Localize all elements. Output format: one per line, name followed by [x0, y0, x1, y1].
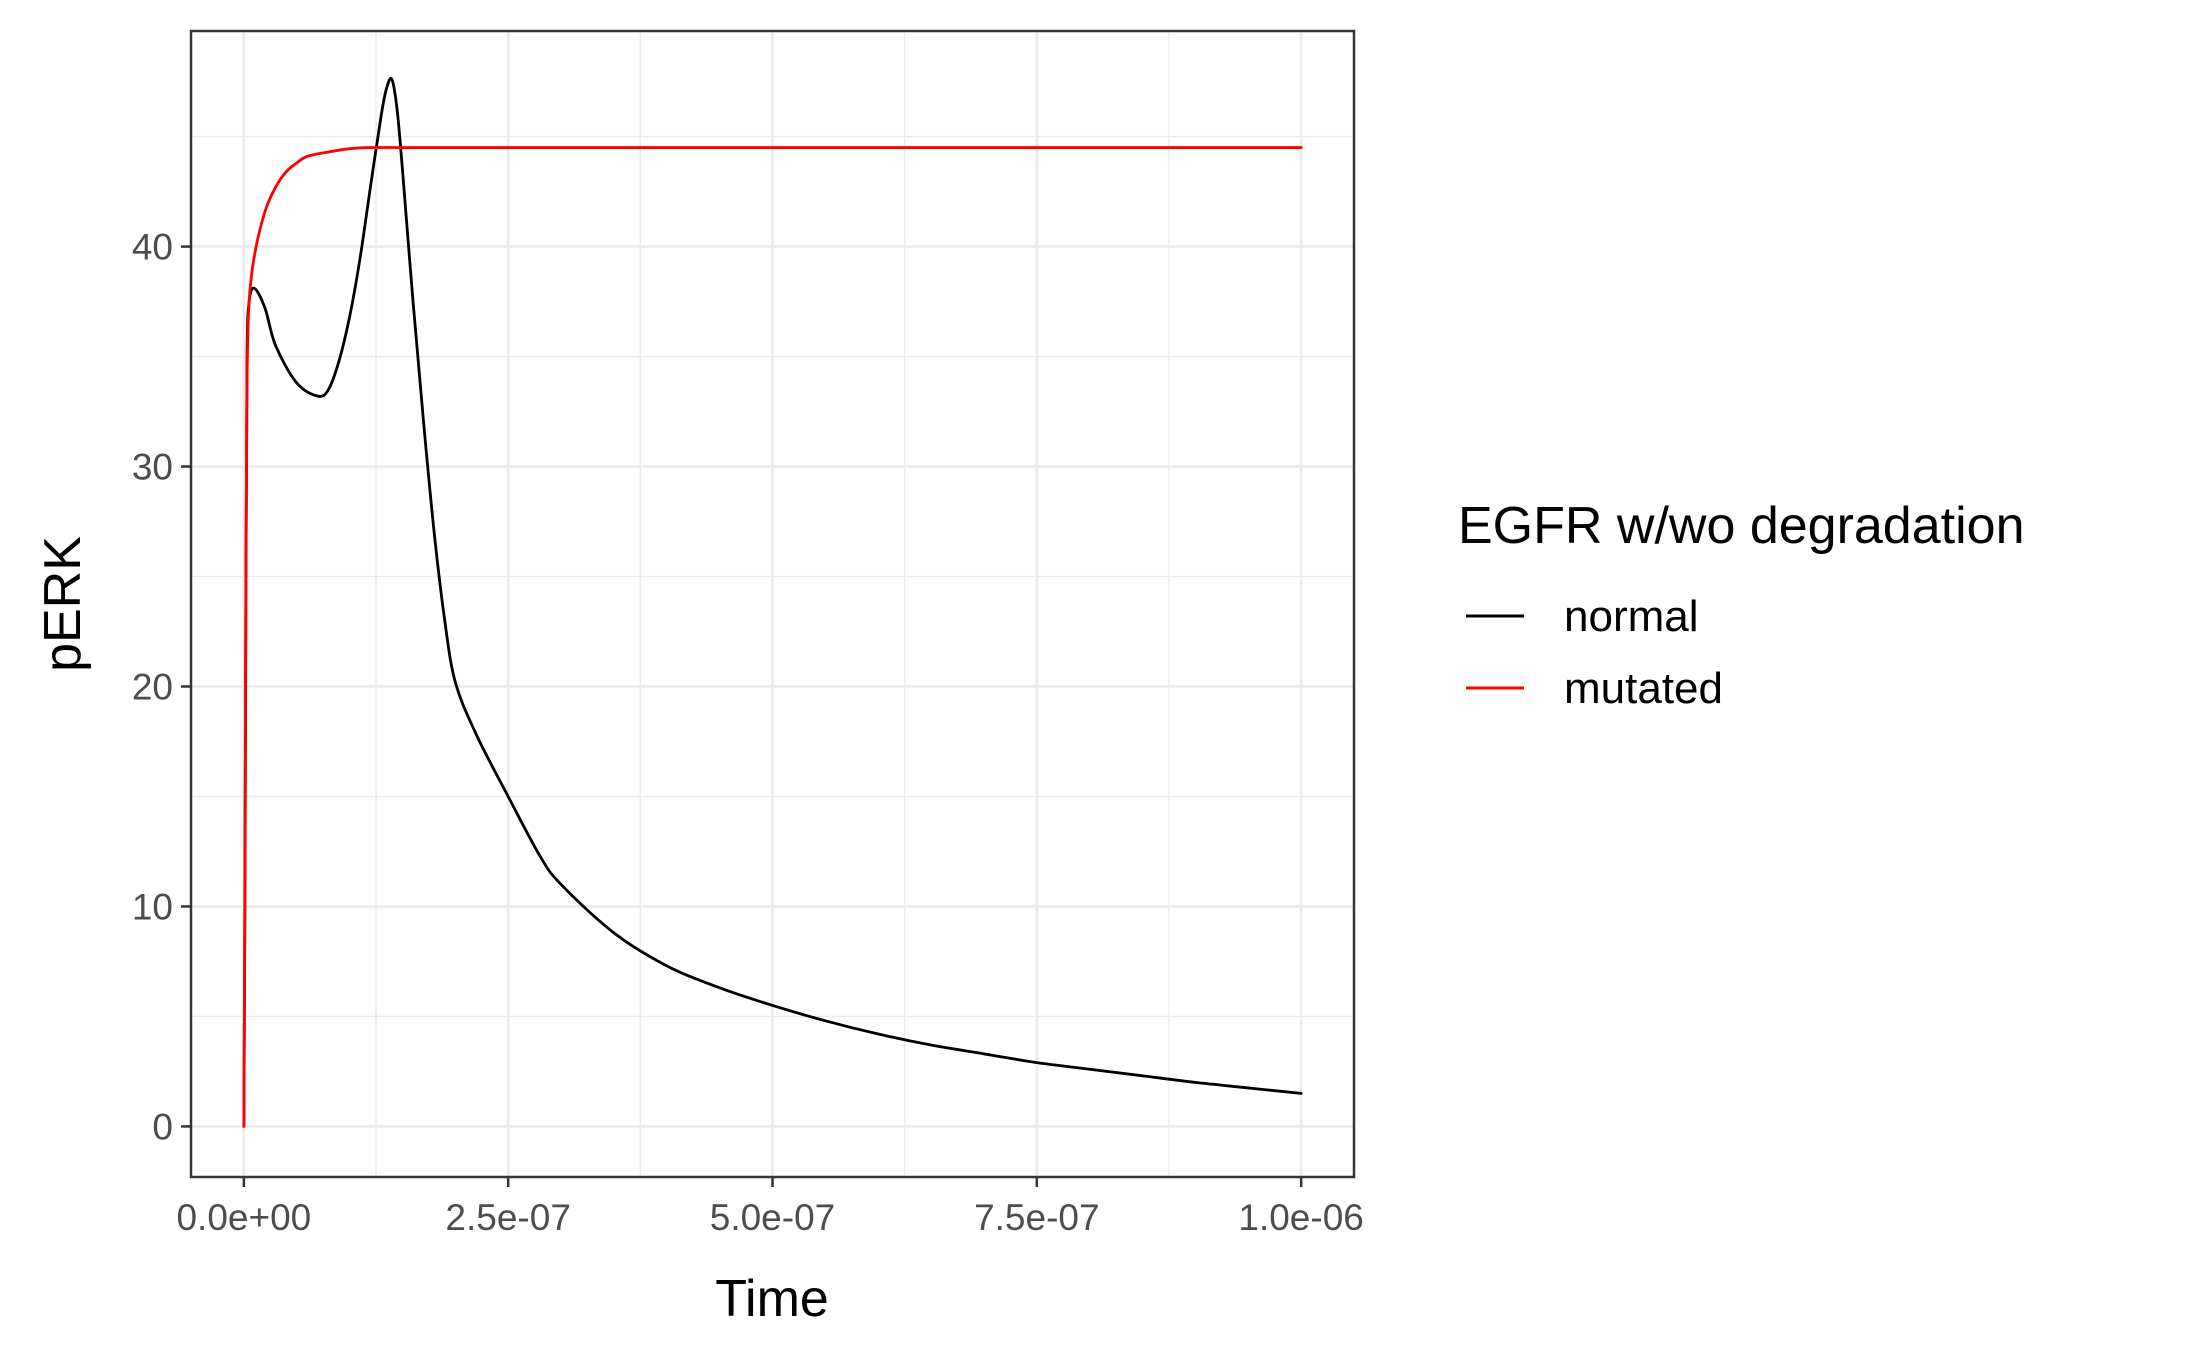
x-tick-label: 2.5e-07: [445, 1197, 571, 1238]
x-tick-label: 7.5e-07: [974, 1197, 1100, 1238]
series-line-mutated: [242, 146, 1303, 1128]
series-line-normal: [242, 76, 1303, 1128]
series-layer: [242, 76, 1303, 1128]
y-tick-label: 20: [132, 666, 173, 707]
y-tick-label: 0: [152, 1106, 173, 1147]
y-axis-title: pERK: [34, 536, 92, 672]
legend-label-normal: normal: [1564, 592, 1699, 641]
y-tick-label: 40: [132, 227, 173, 268]
x-tick-label: 1.0e-06: [1238, 1197, 1364, 1238]
legend-title: EGFR w/wo degradation: [1458, 497, 2025, 555]
y-axis-ticks: 0 10 20 30 40: [132, 227, 191, 1147]
y-tick-label: 10: [132, 886, 173, 927]
legend-label-mutated: mutated: [1564, 664, 1723, 713]
legend: EGFR w/wo degradation normal mutated: [1458, 497, 2025, 713]
x-tick-label: 0.0e+00: [176, 1197, 311, 1238]
x-axis-title: Time: [715, 1270, 829, 1328]
x-tick-label: 5.0e-07: [710, 1197, 836, 1238]
x-axis-ticks: 0.0e+00 2.5e-07 5.0e-07 7.5e-07 1.0e-06: [176, 1177, 1364, 1238]
y-tick-label: 30: [132, 447, 173, 488]
